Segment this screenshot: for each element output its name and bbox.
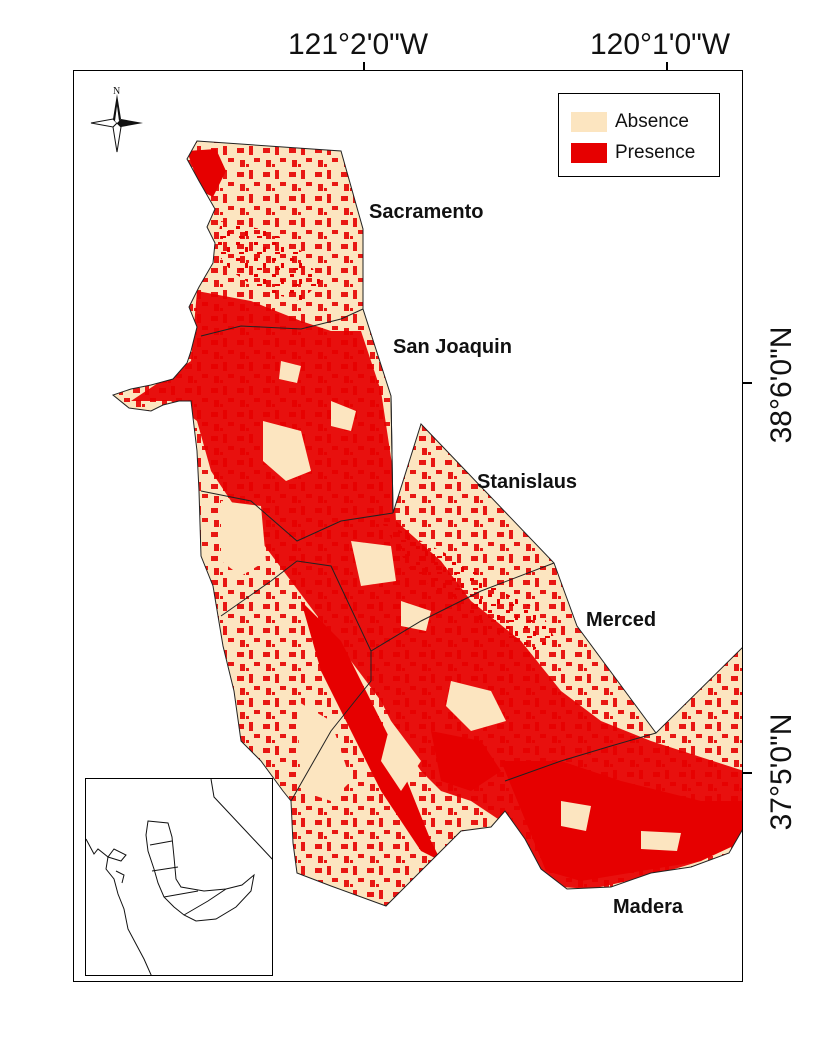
north-arrow-icon — [88, 86, 146, 156]
legend: Absence Presence — [558, 93, 720, 177]
longitude-label-west: 121°2'0"W — [288, 28, 428, 62]
county-label-merced: Merced — [586, 609, 656, 632]
latitude-label-north: 38°6'0"N — [765, 255, 799, 515]
county-label-madera: Madera — [613, 896, 683, 919]
inset-coastline — [86, 839, 152, 976]
legend-item-presence: Presence — [571, 142, 695, 164]
inset-county-line — [164, 891, 198, 897]
inset-locator-map — [85, 778, 273, 976]
inset-county-line — [184, 889, 226, 915]
inset-delta — [116, 871, 124, 883]
latitude-label-south: 37°5'0"N — [765, 642, 799, 902]
legend-label-presence: Presence — [615, 142, 695, 164]
inset-bay — [108, 849, 126, 861]
county-label-stanislaus: Stanislaus — [477, 471, 577, 494]
longitude-label-east: 120°1'0"W — [590, 28, 730, 62]
latitude-tick-north — [743, 382, 752, 384]
legend-label-absence: Absence — [615, 111, 689, 133]
county-label-san-joaquin: San Joaquin — [393, 336, 512, 359]
absence-swatch — [571, 112, 607, 132]
presence-swatch — [571, 143, 607, 163]
legend-item-absence: Absence — [571, 111, 689, 133]
inset-state-border — [211, 779, 273, 861]
inset-county-line — [150, 841, 172, 845]
inset-county-line — [152, 867, 178, 871]
latitude-tick-south — [743, 772, 752, 774]
county-label-sacramento: Sacramento — [369, 201, 484, 224]
inset-map-canvas — [86, 779, 273, 976]
